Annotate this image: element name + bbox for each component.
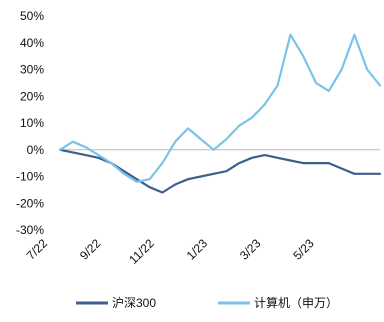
legend-label: 计算机（申万） xyxy=(254,295,338,310)
x-tick-label: 9/22 xyxy=(77,236,104,263)
series-line-2 xyxy=(58,33,382,183)
legend-label: 沪深300 xyxy=(112,296,156,310)
x-tick-label: 11/22 xyxy=(126,236,157,267)
y-tick-label: -30% xyxy=(16,223,44,237)
x-tick-label: 3/23 xyxy=(237,236,264,263)
y-tick-label: 40% xyxy=(20,36,44,50)
y-tick-label: 10% xyxy=(20,116,44,130)
y-tick-label: 20% xyxy=(20,89,44,103)
y-tick-label: 30% xyxy=(20,63,44,77)
y-tick-label: 0% xyxy=(27,143,45,157)
x-tick-label: 7/22 xyxy=(24,236,51,263)
x-tick-label: 1/23 xyxy=(184,236,211,263)
y-tick-label: 50% xyxy=(20,9,44,23)
y-tick-label: -20% xyxy=(16,196,44,210)
y-tick-label: -10% xyxy=(16,170,44,184)
series-line-1 xyxy=(58,148,382,194)
x-tick-label: 5/23 xyxy=(290,236,317,263)
